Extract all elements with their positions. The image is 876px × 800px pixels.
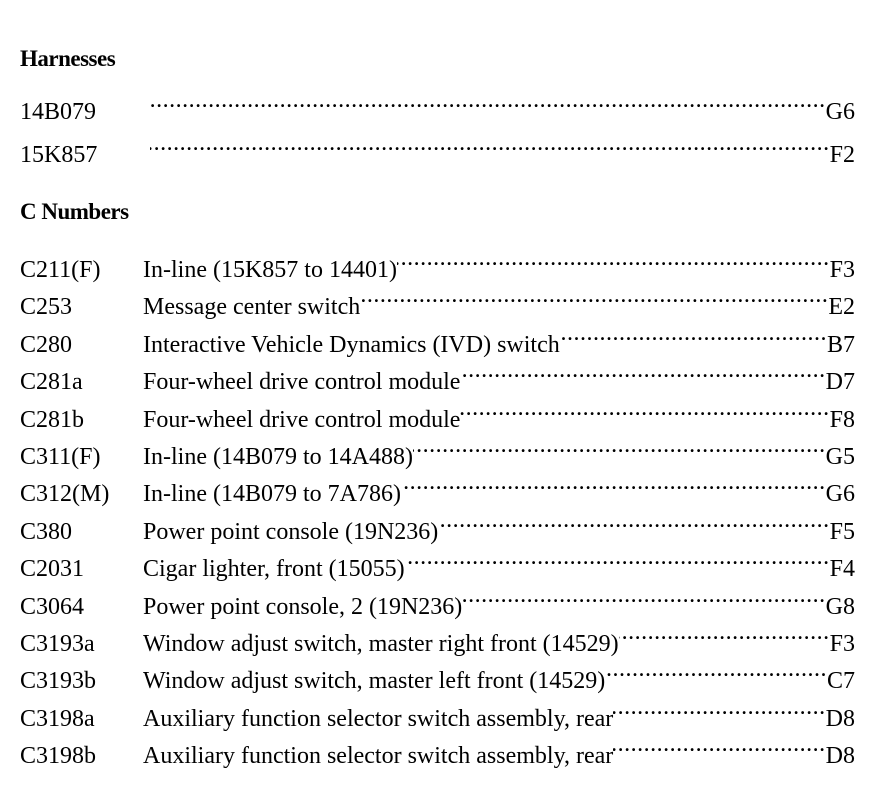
index-entry: C3193a Window adjust switch, master right… [20, 614, 855, 657]
grid-reference: F3 [829, 631, 855, 657]
entry-code: C312(M) [20, 481, 110, 508]
index-entry: C281b Four-wheel drive control module F8 [20, 390, 855, 433]
entry-code: C281b [20, 406, 85, 433]
grid-reference: D8 [825, 743, 855, 770]
entry-code: C311(F) [20, 444, 101, 470]
grid-reference: F8 [829, 406, 855, 433]
dot-leader [460, 390, 829, 427]
entry-code: C211(F) [20, 257, 101, 283]
entry-description: Auxiliary function selector switch assem… [143, 743, 614, 770]
entry-code: C253 [20, 294, 73, 321]
grid-reference: F4 [829, 556, 855, 583]
grid-reference: E2 [828, 294, 855, 321]
grid-reference: F2 [829, 142, 855, 168]
dot-leader [560, 315, 827, 352]
index-entry: C280 Interactive Vehicle Dynamics (IVD) s… [20, 315, 855, 358]
index-entry: C3064 Power point console, 2 (19N236) G8 [20, 577, 855, 620]
grid-reference: D8 [825, 705, 855, 732]
entry-description: Window adjust switch, master right front… [143, 631, 619, 657]
entry-code: C3198b [20, 743, 97, 770]
dot-leader [605, 651, 827, 688]
grid-reference: G5 [825, 444, 855, 470]
entry-description: Auxiliary function selector switch assem… [143, 705, 614, 732]
entry-code: C3193a [20, 631, 95, 657]
entry-code: 15K857 [20, 142, 98, 168]
dot-leader [438, 502, 829, 539]
index-entry: C312(M) In-line (14B079 to 7A786) G6 [20, 464, 855, 507]
entry-description: Window adjust switch, master left front … [143, 668, 606, 695]
grid-reference: F5 [829, 518, 855, 545]
grid-reference: D7 [825, 369, 855, 396]
index-entry: C281a Four-wheel drive control module D7 [20, 352, 855, 395]
index-entry: C3198b Auxiliary function selector switch… [20, 726, 855, 769]
index-entry: C2031 Cigar lighter, front (15055) F4 [20, 539, 855, 582]
index-entry: C3198a Auxiliary function selector switch… [20, 689, 855, 732]
index-entry: C311(F) In-line (14B079 to 14A488) G5 [20, 427, 855, 470]
index-entry: C211(F) In-line (15K857 to 14401) F3 [20, 240, 855, 283]
entry-code: C3064 [20, 593, 85, 620]
dot-leader [460, 352, 825, 389]
entry-code: C281a [20, 369, 83, 396]
dot-leader [397, 240, 830, 277]
entry-code: C3198a [20, 705, 95, 732]
entry-description: In-line (14B079 to 7A786) [143, 481, 401, 508]
entry-code: C3193b [20, 668, 97, 695]
dot-leader [613, 689, 825, 726]
dot-leader [150, 125, 830, 162]
dot-leader [360, 277, 828, 314]
dot-leader [401, 464, 826, 501]
grid-reference: G8 [825, 593, 855, 620]
entry-description: Message center switch [143, 294, 361, 321]
entry-description: Four-wheel drive control module [143, 406, 461, 433]
dot-leader [619, 614, 830, 651]
dot-leader [613, 726, 825, 763]
grid-reference: F3 [829, 257, 855, 283]
index-entry: 15K857 F2 [20, 125, 855, 168]
entry-code: C2031 [20, 556, 85, 583]
dot-leader [150, 82, 826, 119]
index-entry: C3193b Window adjust switch, master left … [20, 651, 855, 694]
grid-reference: B7 [826, 331, 855, 358]
entry-description: Power point console (19N236) [143, 518, 439, 545]
entry-description: Power point console, 2 (19N236) [143, 593, 463, 620]
index-entry: C253 Message center switch E2 [20, 277, 855, 320]
dot-leader [405, 539, 830, 576]
entry-code: C380 [20, 518, 73, 545]
entry-description: In-line (15K857 to 14401) [143, 257, 397, 283]
entry-description: Four-wheel drive control module [143, 369, 461, 396]
entry-code: C280 [20, 331, 73, 358]
index-entry: 14B079 G6 [20, 82, 855, 125]
grid-reference: G6 [825, 99, 855, 125]
entry-description: Cigar lighter, front (15055) [143, 556, 405, 583]
entry-description: In-line (14B079 to 14A488) [143, 444, 413, 470]
index-entry: C380 Power point console (19N236) F5 [20, 502, 855, 545]
dot-leader [413, 427, 826, 464]
dot-leader [462, 577, 825, 614]
c-numbers-heading: C Numbers [20, 199, 129, 224]
harnesses-heading: Harnesses [20, 46, 116, 71]
grid-reference: G6 [825, 481, 855, 508]
grid-reference: C7 [826, 668, 855, 695]
entry-code: 14B079 [20, 99, 97, 125]
